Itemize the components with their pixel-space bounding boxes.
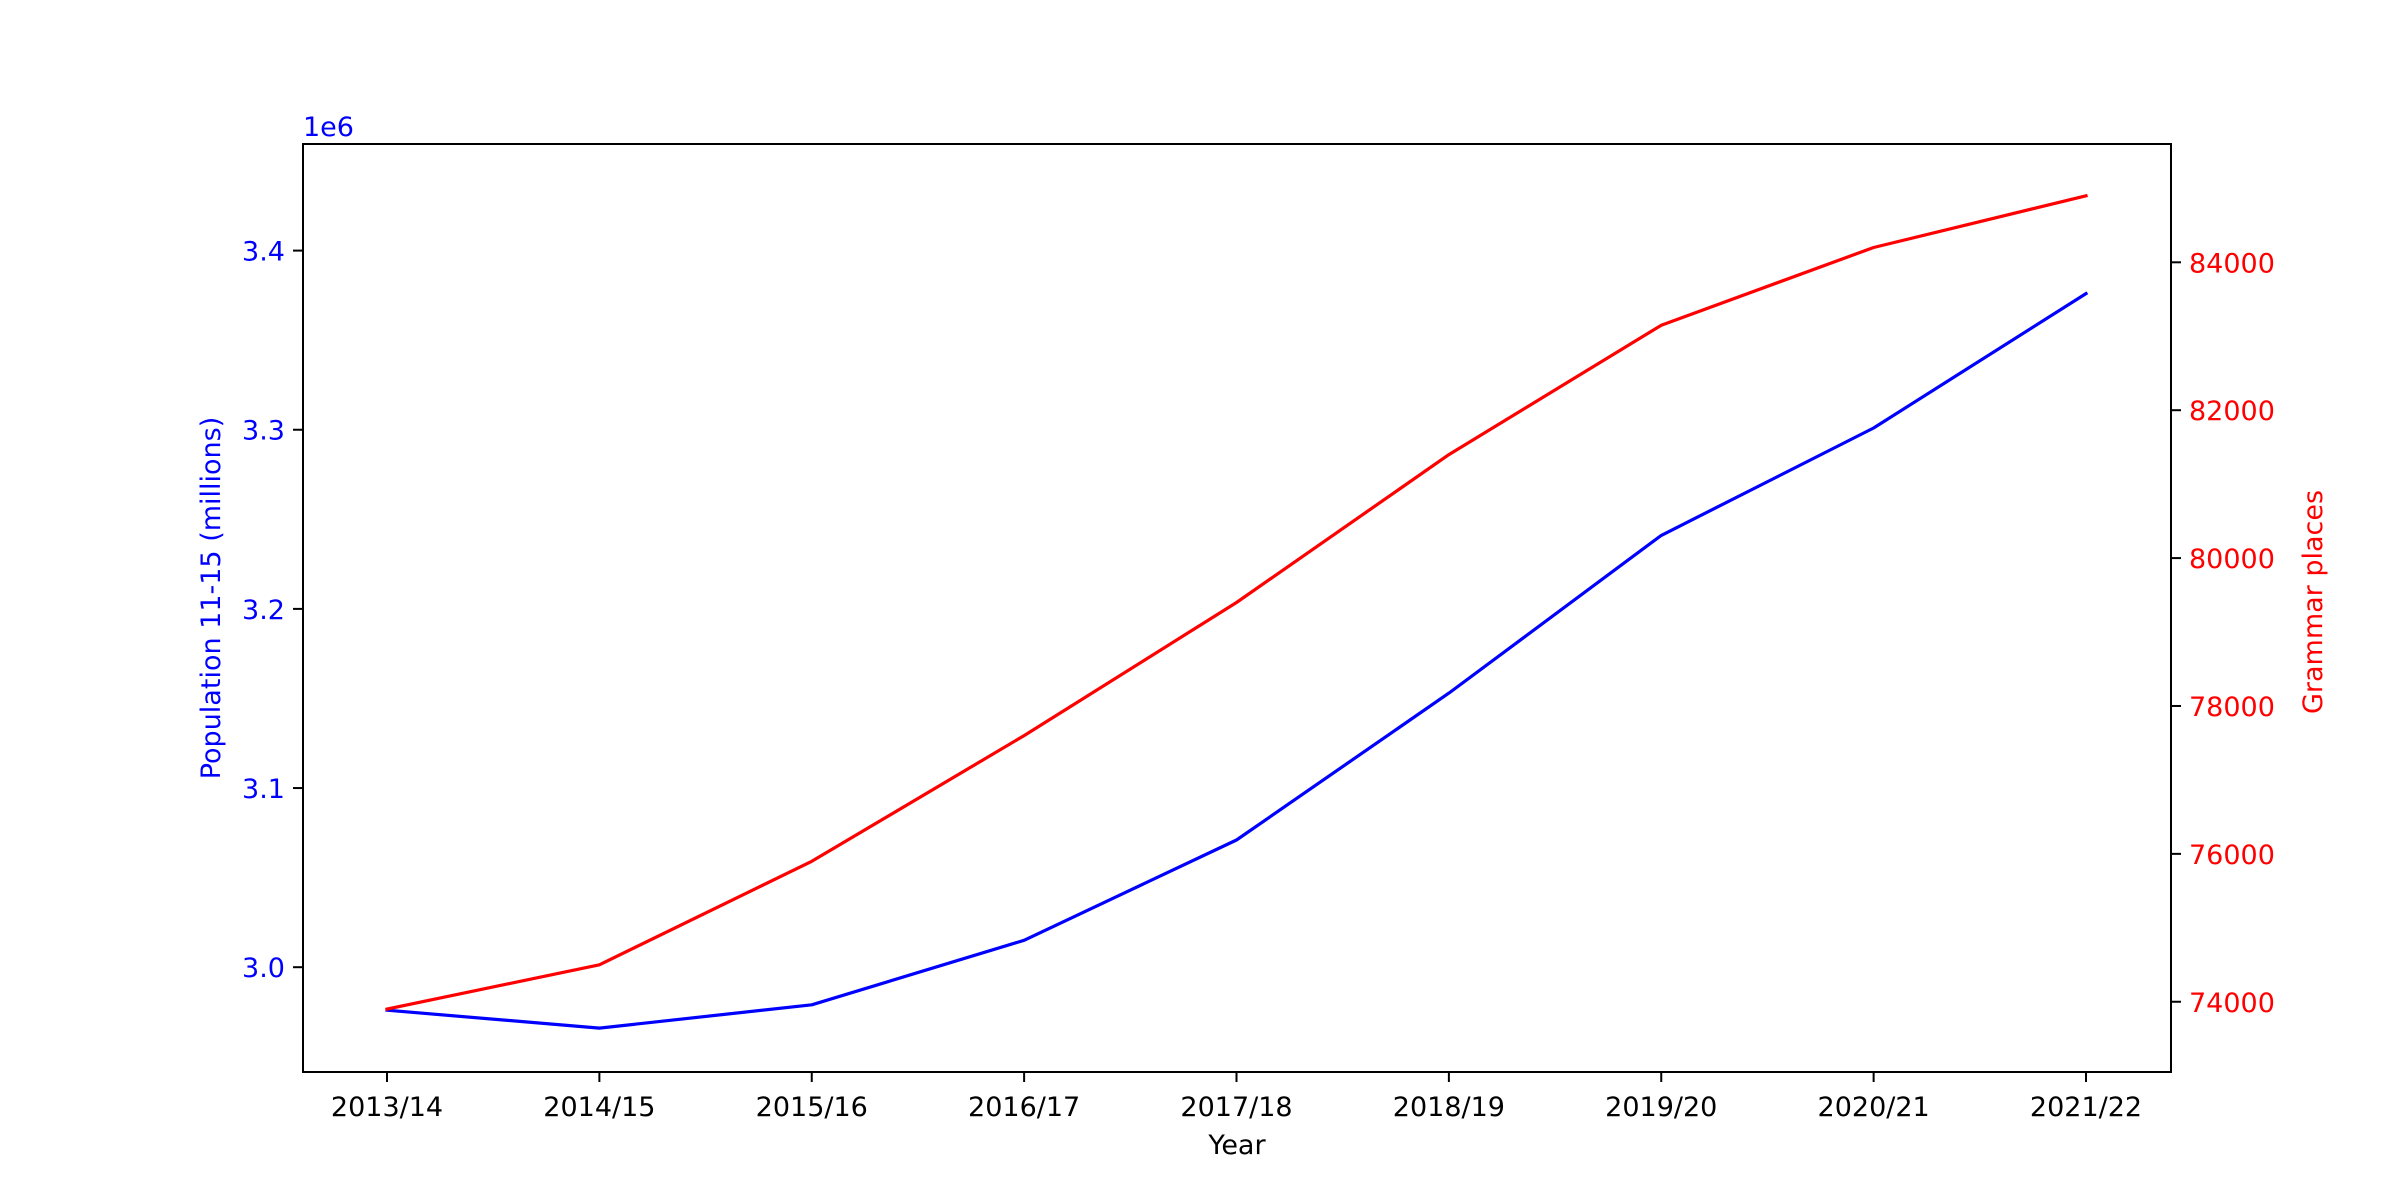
axes-layer: 2013/14 2014/15 2015/16 2016/17 2017/18 2018/… bbox=[242, 143, 2275, 1123]
y-right-tick-label: 78000 bbox=[2189, 692, 2275, 723]
series-line-grammar-places bbox=[385, 193, 2088, 1011]
y-left-offset-text: 1e6 bbox=[303, 112, 354, 143]
y-right-tick-label: 74000 bbox=[2189, 988, 2275, 1019]
x-tick-label: 2015/16 bbox=[756, 1092, 868, 1123]
y-left-tick-label: 3.2 bbox=[242, 595, 285, 626]
x-tick-label: 2019/20 bbox=[1605, 1092, 1717, 1123]
x-tick-label: 2014/15 bbox=[543, 1092, 655, 1123]
y-left-tick-label: 3.4 bbox=[242, 237, 285, 268]
x-tick-label: 2021/22 bbox=[2030, 1092, 2142, 1123]
x-tick-label: 2020/21 bbox=[1818, 1092, 1930, 1123]
y-right-axis-label: Grammar places bbox=[2298, 490, 2329, 714]
y-left-tick-label: 3.3 bbox=[242, 416, 285, 447]
series-line-population bbox=[385, 291, 2089, 1030]
y-left-axis-label: Population 11-15 (millions) bbox=[196, 417, 227, 780]
y-right-tick-label: 82000 bbox=[2189, 396, 2275, 427]
x-tick-label: 2013/14 bbox=[331, 1092, 443, 1123]
y-right-tick-label: 80000 bbox=[2189, 544, 2275, 575]
x-axis-label: Year bbox=[1207, 1130, 1266, 1161]
y-right-tick-label: 76000 bbox=[2189, 840, 2275, 871]
plot-frame bbox=[302, 143, 2172, 1073]
x-tick-label: 2016/17 bbox=[968, 1092, 1080, 1123]
series-layer bbox=[385, 193, 2089, 1030]
x-tick-label: 2017/18 bbox=[1180, 1092, 1292, 1123]
y-left-tick-label: 3.1 bbox=[242, 774, 285, 805]
y-right-tick-label: 84000 bbox=[2189, 248, 2275, 279]
y-left-tick-label: 3.0 bbox=[242, 953, 285, 984]
x-tick-label: 2018/19 bbox=[1393, 1092, 1505, 1123]
